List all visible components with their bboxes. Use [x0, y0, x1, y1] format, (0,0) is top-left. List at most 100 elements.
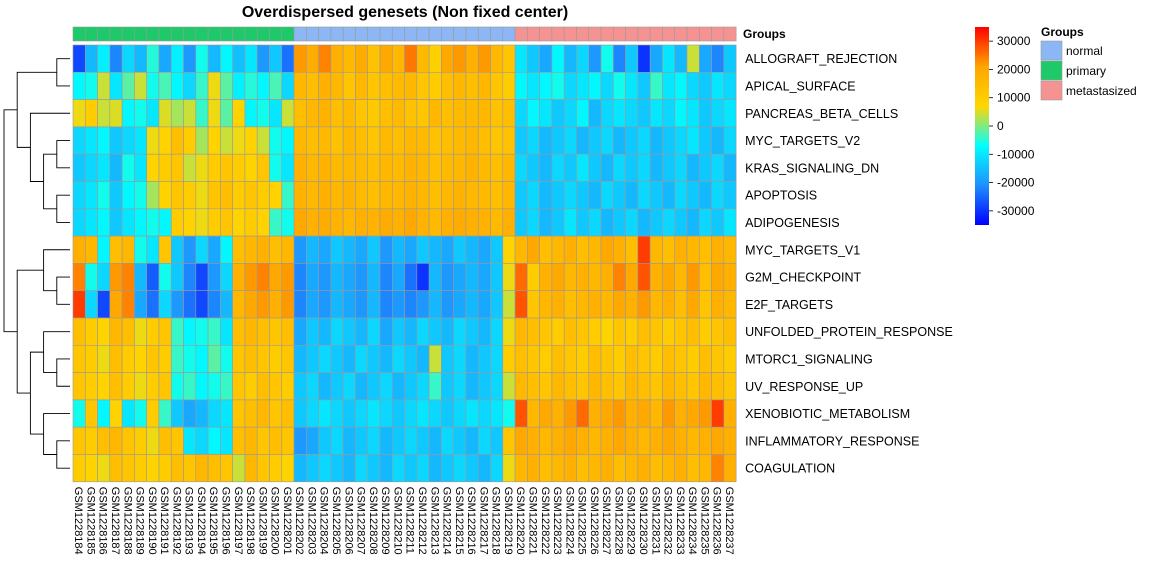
heatmap-cell [134, 208, 147, 237]
dendrogram-branch [56, 58, 70, 87]
heatmap-cell [367, 44, 381, 73]
heatmap-cell [514, 208, 528, 237]
heatmap-cell [146, 454, 160, 483]
heatmap-cell [146, 399, 160, 428]
heatmap-cell [195, 454, 209, 483]
heatmap-cell [613, 44, 626, 73]
heatmap-cell [72, 263, 86, 291]
heatmap-cell [72, 372, 86, 401]
heatmap-cell [293, 454, 307, 483]
heatmap-cell [256, 99, 270, 128]
heatmap-cell [232, 235, 246, 264]
heatmap-cell [527, 344, 540, 373]
annotation-cell-metastasized [539, 26, 553, 42]
heatmap-cell [84, 426, 98, 455]
heatmap-cell [146, 290, 160, 319]
column-label: GSM1228213 [428, 487, 440, 555]
heatmap-cell [477, 235, 491, 264]
heatmap-cell [453, 317, 467, 346]
heatmap-cell [220, 426, 233, 455]
heatmap-cell [698, 372, 712, 401]
heatmap-cell [477, 126, 491, 155]
heatmap-cell [625, 399, 639, 428]
heatmap-cell [269, 44, 283, 73]
heatmap-cell [625, 263, 639, 291]
heatmap-cell [391, 99, 405, 128]
annotation-cell-normal [330, 26, 344, 42]
heatmap-cell [195, 153, 209, 182]
heatmap-cell [674, 72, 688, 100]
heatmap-cell [146, 208, 160, 237]
heatmap-cell [109, 290, 123, 319]
group-legend-label: normal [1066, 44, 1103, 58]
group-legend-label: primary [1066, 64, 1106, 78]
heatmap-cell [428, 181, 442, 210]
heatmap-cell [404, 235, 418, 264]
heatmap-cell [207, 208, 221, 237]
heatmap-cell [600, 372, 614, 401]
heatmap-cell [281, 317, 295, 346]
heatmap-cell [207, 153, 221, 182]
heatmap-cell [551, 317, 565, 346]
heatmap-cell [649, 263, 663, 291]
heatmap-cell [72, 99, 86, 128]
heatmap-cell [662, 208, 676, 237]
heatmap-cell [465, 290, 479, 319]
heatmap-cell [306, 99, 319, 128]
heatmap-cell [588, 454, 602, 483]
heatmap-cell [183, 263, 197, 291]
heatmap-cell [256, 399, 270, 428]
heatmap-cell [293, 126, 307, 155]
color-scale-tick-label: 0 [997, 119, 1004, 133]
heatmap-cell [109, 181, 123, 210]
column-label: GSM1228197 [232, 487, 244, 555]
annotation-cell-normal [502, 26, 516, 42]
heatmap-cell [269, 153, 283, 182]
row-label: MYC_TARGETS_V2 [745, 134, 860, 148]
heatmap-cell [428, 372, 442, 401]
heatmap-cell [256, 454, 270, 483]
heatmap-cell [723, 372, 737, 401]
heatmap-cell [613, 290, 626, 319]
annotation-cell-normal [465, 26, 479, 42]
heatmap-cell [404, 372, 418, 401]
annotation-label: Groups [743, 27, 786, 41]
heatmap-cell [84, 208, 98, 237]
heatmap-cell [306, 181, 319, 210]
heatmap-cell [109, 372, 123, 401]
heatmap-cell [342, 372, 356, 401]
heatmap-cell [158, 126, 172, 155]
heatmap-cell [207, 181, 221, 210]
heatmap-cell [723, 454, 737, 483]
heatmap-cell [649, 126, 663, 155]
column-label: GSM1228187 [109, 487, 121, 555]
column-label: GSM1228230 [637, 487, 649, 555]
heatmap-cell [121, 181, 135, 210]
heatmap-cell [613, 344, 626, 373]
heatmap-cell [342, 72, 356, 100]
heatmap-cell [97, 99, 111, 128]
color-scale-tick-label: -20000 [997, 176, 1035, 190]
heatmap-cell [220, 454, 233, 483]
heatmap-cell [711, 290, 725, 319]
heatmap-cell [244, 399, 258, 428]
heatmap-cell [441, 344, 454, 373]
heatmap-cell [576, 290, 590, 319]
heatmap-cell [306, 153, 319, 182]
heatmap-cell [441, 181, 454, 210]
heatmap-cell [613, 208, 626, 237]
heatmap-cell [146, 235, 160, 264]
heatmap-cell [404, 126, 418, 155]
column-label: GSM1228205 [330, 487, 342, 555]
heatmap-cell [207, 317, 221, 346]
heatmap-cell [600, 426, 614, 455]
heatmap-cell [662, 99, 676, 128]
heatmap-cell [625, 290, 639, 319]
column-label: GSM1228199 [256, 487, 268, 555]
heatmap-cell [207, 235, 221, 264]
heatmap-cell [563, 426, 577, 455]
heatmap-cell [183, 317, 197, 346]
row-label: E2F_TARGETS [745, 298, 833, 312]
heatmap-cell [637, 426, 651, 455]
heatmap-cell [674, 399, 688, 428]
